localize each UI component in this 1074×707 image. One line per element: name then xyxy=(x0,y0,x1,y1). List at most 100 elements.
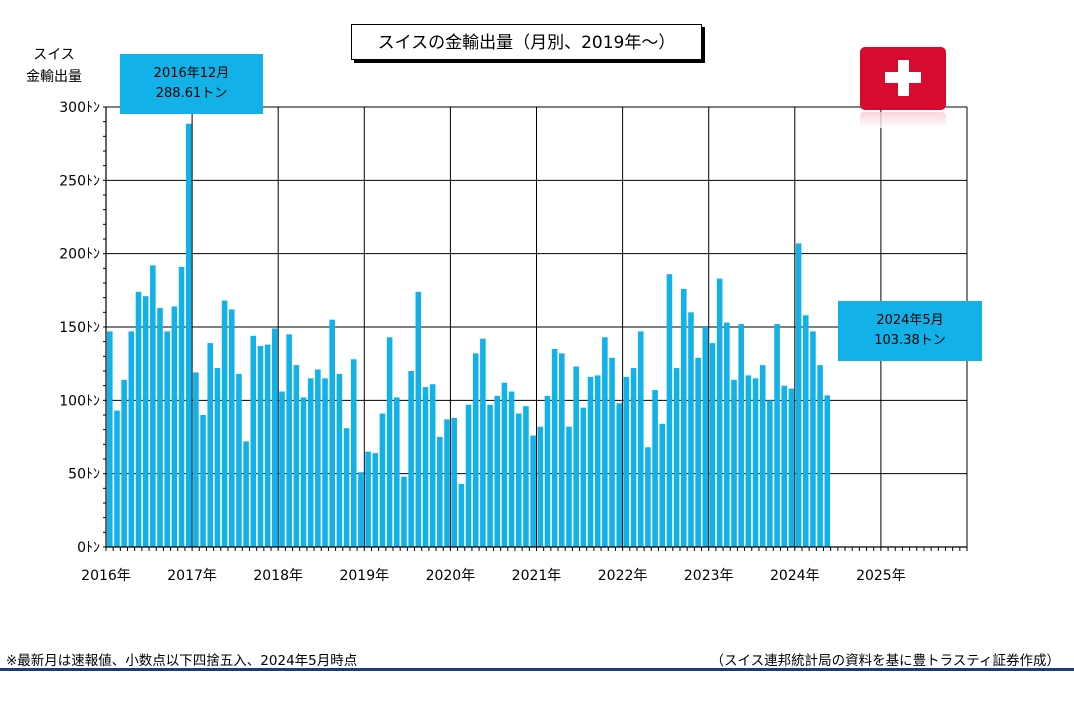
flag-reflection xyxy=(860,112,946,128)
bar xyxy=(358,472,364,547)
bar xyxy=(379,413,386,547)
bottom-divider xyxy=(0,668,1074,671)
bar xyxy=(530,435,536,547)
bar xyxy=(207,343,214,547)
y-axis-label-line-1: スイス xyxy=(33,47,75,63)
bar xyxy=(544,395,551,547)
bar xyxy=(652,390,658,547)
bar xyxy=(709,343,716,547)
x-tick-label: 2018年 xyxy=(253,568,303,584)
bar xyxy=(257,346,264,547)
bar xyxy=(286,334,292,547)
bar xyxy=(200,415,206,547)
bar xyxy=(401,476,407,547)
bar xyxy=(322,378,328,547)
axes: 0ﾄﾝ 50ﾄﾝ 100ﾄﾝ 150ﾄﾝ 200ﾄﾝ 250ﾄﾝ 300ﾄﾝ 2016年 201… xyxy=(59,100,968,584)
bar xyxy=(408,371,414,547)
bar xyxy=(465,404,472,547)
bar xyxy=(659,423,666,547)
bar xyxy=(394,397,400,547)
callout-latest-month: 2024年5月 103.38トン xyxy=(838,301,982,361)
bar xyxy=(386,337,393,547)
bar xyxy=(767,400,773,547)
bar xyxy=(193,372,199,547)
bar xyxy=(759,365,766,547)
bar xyxy=(315,369,321,547)
bar xyxy=(293,365,300,547)
bar xyxy=(630,368,637,547)
bar xyxy=(752,378,759,547)
x-tick-label: 2021年 xyxy=(512,568,562,584)
bar xyxy=(702,327,709,547)
callout-latest-date: 2024年5月 xyxy=(876,313,944,328)
x-tick-label: 2019年 xyxy=(339,568,389,584)
source-note: （スイス連邦統計局の資料を基に豊トラスティ証券作成） xyxy=(710,653,1060,669)
bar xyxy=(645,447,651,547)
bar xyxy=(637,331,644,547)
y-tick-label: 100ﾄﾝ xyxy=(59,393,100,409)
bar xyxy=(343,428,350,547)
bar xyxy=(329,319,335,547)
bar xyxy=(444,419,450,547)
bar xyxy=(164,331,170,547)
callout-latest-value: 103.38トン xyxy=(874,333,946,348)
bar xyxy=(114,410,120,547)
bar xyxy=(666,274,673,547)
bar xyxy=(724,322,730,547)
bar xyxy=(221,300,228,547)
y-tick-label: 300ﾄﾝ xyxy=(59,100,100,116)
y-tick-label: 250ﾄﾝ xyxy=(59,173,100,189)
x-tick-label: 2023年 xyxy=(684,568,734,584)
bar xyxy=(243,441,249,547)
bar xyxy=(695,357,701,547)
bar xyxy=(121,379,127,547)
y-tick-label: 0ﾄﾝ xyxy=(77,540,100,556)
bar xyxy=(817,365,823,547)
bar xyxy=(487,404,493,547)
bar xyxy=(616,403,622,547)
y-axis-label: スイス 金輸出量 xyxy=(14,44,94,88)
bar xyxy=(523,406,529,547)
bar xyxy=(551,349,558,547)
bar xyxy=(350,359,357,547)
y-tick-label: 150ﾄﾝ xyxy=(59,320,100,336)
swiss-flag-icon xyxy=(860,47,946,110)
bar xyxy=(250,335,257,547)
flag-cross-vertical xyxy=(898,60,909,96)
bar xyxy=(300,397,307,547)
bar xyxy=(336,373,343,547)
bar xyxy=(422,387,429,547)
bar xyxy=(745,375,752,547)
bar-series xyxy=(107,123,831,548)
x-tick-label: 2024年 xyxy=(770,568,820,584)
bar xyxy=(214,368,221,547)
bar xyxy=(264,344,271,547)
bar xyxy=(795,243,802,547)
bar xyxy=(587,376,594,547)
bar xyxy=(537,426,544,547)
chart-title: スイスの金輸出量（月別、2019年～） xyxy=(351,24,702,60)
bar xyxy=(437,437,443,547)
footnote: ※最新月は速報値、小数点以下四捨五入、2024年5月時点 xyxy=(6,653,358,669)
y-tick-label: 50ﾄﾝ xyxy=(68,467,100,483)
bar xyxy=(781,385,788,547)
callout-record-high-value: 288.61トン xyxy=(155,86,228,101)
bar xyxy=(365,451,371,547)
bar xyxy=(185,123,192,548)
bar xyxy=(415,291,422,547)
bar xyxy=(688,312,694,547)
bar xyxy=(774,324,780,547)
bar xyxy=(609,357,615,547)
bar xyxy=(150,265,156,547)
bar xyxy=(594,375,601,547)
bar xyxy=(673,368,680,547)
x-tick-label: 2017年 xyxy=(167,568,217,584)
bar xyxy=(731,379,737,547)
bar xyxy=(472,353,479,547)
bar xyxy=(602,337,608,547)
bar xyxy=(307,378,314,547)
bar xyxy=(128,331,135,547)
bar xyxy=(681,288,687,547)
bar xyxy=(451,417,457,547)
bar xyxy=(142,296,149,547)
